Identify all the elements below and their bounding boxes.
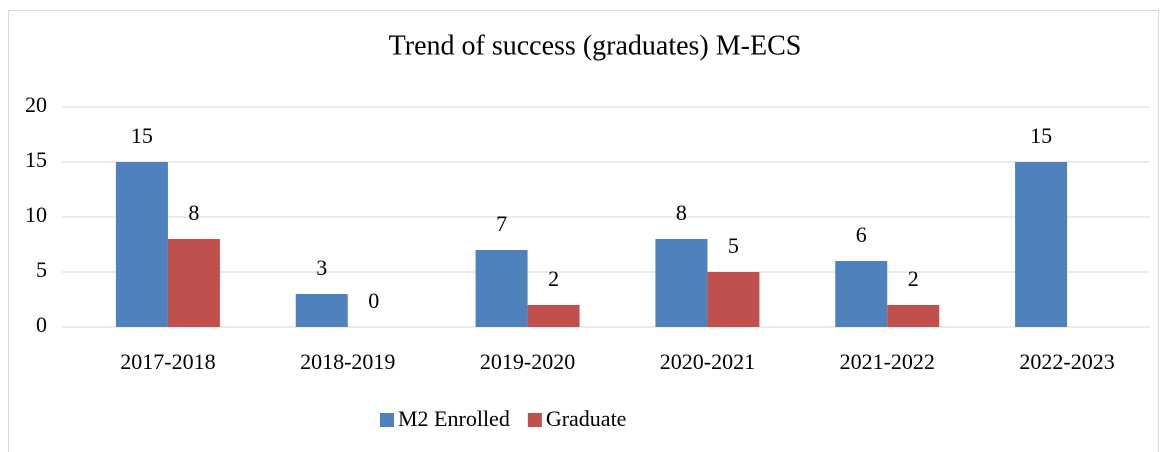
bar (707, 272, 760, 327)
bar (1015, 162, 1068, 327)
data-label: 15 (131, 123, 153, 148)
legend-label: M2 Enrolled (398, 406, 510, 431)
data-label: 0 (368, 288, 379, 313)
data-label: 7 (496, 211, 507, 236)
x-tick-label: 2017-2018 (120, 349, 215, 374)
x-tick-label: 2021-2022 (840, 349, 935, 374)
data-label: 8 (188, 200, 199, 225)
chart-border (8, 10, 1159, 452)
data-label: 8 (676, 200, 687, 225)
y-tick-label: 10 (25, 202, 47, 227)
data-label: 15 (1030, 123, 1052, 148)
bar (295, 294, 348, 327)
x-tick-label: 2022-2023 (1019, 349, 1114, 374)
x-tick-label: 2018-2019 (300, 349, 395, 374)
data-label: 2 (548, 266, 559, 291)
bar (115, 162, 168, 327)
data-label: 3 (316, 255, 327, 280)
legend-swatch (380, 413, 394, 427)
data-label: 6 (856, 222, 867, 247)
bar (527, 305, 580, 327)
x-tick-label: 2020-2021 (660, 349, 755, 374)
chart-title: Trend of success (graduates) M-ECS (389, 30, 802, 61)
bar (655, 239, 708, 327)
bar (475, 250, 528, 327)
data-label: 2 (908, 266, 919, 291)
legend-swatch (527, 413, 542, 427)
y-tick-label: 0 (36, 312, 47, 337)
x-tick-label: 2019-2020 (480, 349, 575, 374)
data-label: 5 (728, 233, 739, 258)
y-tick-label: 20 (25, 92, 47, 117)
bar (167, 239, 220, 327)
legend-label: Graduate (546, 406, 627, 431)
y-tick-label: 5 (36, 257, 47, 282)
bar (835, 261, 888, 327)
y-tick-label: 15 (25, 147, 47, 172)
bar (887, 305, 940, 327)
